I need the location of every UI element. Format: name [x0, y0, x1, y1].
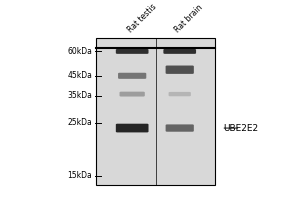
Text: 45kDa: 45kDa: [67, 71, 92, 80]
FancyBboxPatch shape: [116, 49, 148, 54]
Text: 60kDa: 60kDa: [67, 47, 92, 56]
Text: Rat brain: Rat brain: [173, 3, 205, 35]
FancyBboxPatch shape: [166, 124, 194, 132]
FancyBboxPatch shape: [169, 92, 191, 96]
FancyBboxPatch shape: [119, 92, 145, 97]
FancyBboxPatch shape: [97, 38, 215, 185]
FancyBboxPatch shape: [116, 124, 148, 132]
FancyBboxPatch shape: [164, 49, 196, 54]
Text: 35kDa: 35kDa: [67, 91, 92, 100]
Text: 15kDa: 15kDa: [67, 171, 92, 180]
FancyBboxPatch shape: [166, 66, 194, 74]
FancyBboxPatch shape: [118, 73, 146, 79]
Text: Rat testis: Rat testis: [126, 3, 158, 35]
Text: 25kDa: 25kDa: [67, 118, 92, 127]
Text: UBE2E2: UBE2E2: [223, 124, 258, 133]
